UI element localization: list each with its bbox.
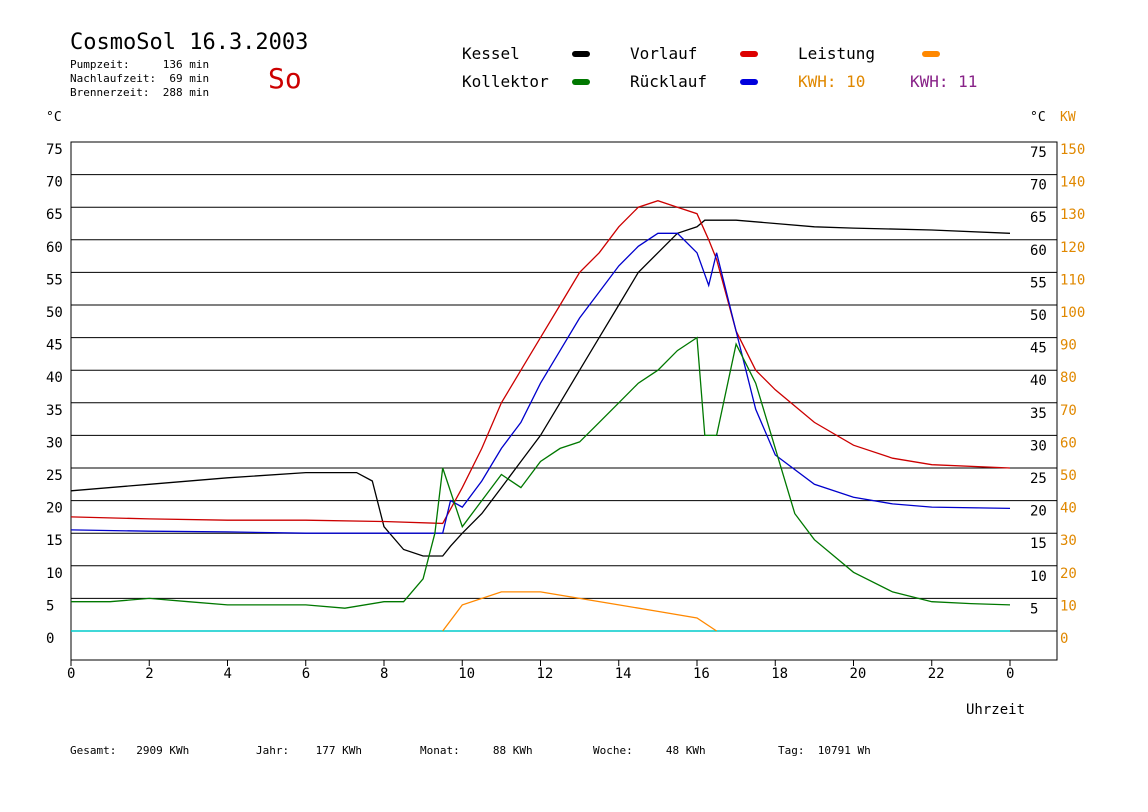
legend-vorlauf-swatch [740, 51, 758, 57]
weekday-label: So [268, 62, 302, 95]
x-axis-label: Uhrzeit [966, 702, 1026, 718]
legend-leistung-swatch [922, 51, 940, 57]
y-tick-label-left: 0 [46, 631, 54, 647]
y-tick-label-right-c: 15 [1030, 536, 1047, 552]
series-line-kessel [70, 219, 1011, 557]
right-axis-unit-kw: KW [1060, 110, 1076, 125]
brennerzeit-text: Brennerzeit: 288 min [70, 86, 210, 99]
legend-ruecklauf: Rücklauf [630, 72, 708, 91]
y-tick-label-right-c: 10 [1030, 569, 1047, 585]
y-tick-label-left: 65 [46, 207, 63, 223]
y-tick-label-right-kw: 0 [1060, 631, 1068, 647]
y-tick-label-right-c: 65 [1030, 210, 1047, 226]
y-tick-label-left: 30 [46, 435, 63, 451]
y-tick-label-left: 20 [46, 501, 63, 517]
y-tick-label-right-c: 35 [1030, 406, 1047, 422]
y-tick-label-right-c: 20 [1030, 504, 1047, 520]
x-tick-label: 12 [537, 666, 554, 682]
footer-monat: Monat: 88 KWh [420, 744, 533, 757]
x-tick-label: 18 [771, 666, 788, 682]
y-tick-label-left: 15 [46, 533, 63, 549]
pumpzeit-text: Pumpzeit: 136 min [70, 58, 210, 71]
y-tick-label-right-kw: 50 [1060, 468, 1077, 484]
y-tick-label-left: 45 [46, 338, 63, 354]
y-tick-label-right-kw: 120 [1060, 240, 1085, 256]
y-tick-label-right-kw: 20 [1060, 566, 1077, 582]
legend-leistung: Leistung [798, 44, 876, 63]
legend-vorlauf: Vorlauf [630, 44, 698, 63]
footer-gesamt: Gesamt: 2909 KWh [70, 744, 190, 757]
footer-jahr: Jahr: 177 KWh [256, 744, 362, 757]
y-tick-label-right-kw: 30 [1060, 533, 1077, 549]
y-tick-label-right-kw: 100 [1060, 305, 1085, 321]
x-tick-label: 4 [224, 666, 232, 682]
series-line-rcklauf [70, 232, 1011, 534]
chart-title: CosmoSol 16.3.2003 [70, 30, 309, 55]
y-tick-label-left: 40 [46, 370, 63, 386]
x-tick-label: 8 [380, 666, 388, 682]
y-tick-label-left: 25 [46, 468, 63, 484]
y-tick-label-right-kw: 60 [1060, 435, 1077, 451]
y-tick-label-right-kw: 150 [1060, 142, 1085, 158]
legend-ruecklauf-swatch [740, 79, 758, 85]
y-tick-label-right-kw: 110 [1060, 272, 1085, 288]
x-tick-label: 10 [458, 666, 475, 682]
y-tick-label-right-c: 30 [1030, 438, 1047, 454]
series-line-kollektor [71, 336, 1011, 609]
x-tick-label: 0 [1006, 666, 1014, 682]
x-tick-label: 16 [693, 666, 710, 682]
nachlaufzeit-text: Nachlaufzeit: 69 min [70, 72, 210, 85]
right-axis-unit-c: °C [1030, 110, 1046, 125]
x-tick-label: 14 [615, 666, 632, 682]
footer-tag: Tag: 10791 Wh [778, 744, 871, 757]
series-line-leistung [442, 591, 717, 632]
y-tick-label-right-kw: 130 [1060, 207, 1085, 223]
x-tick-label: 20 [850, 666, 867, 682]
x-tick-label: 6 [302, 666, 310, 682]
y-tick-label-right-c: 60 [1030, 243, 1047, 259]
y-tick-label-right-c: 25 [1030, 471, 1047, 487]
y-tick-label-left: 55 [46, 272, 63, 288]
y-tick-label-right-c: 75 [1030, 145, 1047, 161]
legend-kessel-swatch [572, 51, 590, 57]
legend-kollektor: Kollektor [462, 72, 549, 91]
y-tick-label-left: 70 [46, 175, 63, 191]
x-tick-label: 22 [928, 666, 945, 682]
plot-frame [70, 141, 1058, 661]
y-tick-label-right-kw: 70 [1060, 403, 1077, 419]
y-tick-label-right-kw: 10 [1060, 598, 1077, 614]
y-tick-label-left: 50 [46, 305, 63, 321]
y-tick-label-left: 10 [46, 566, 63, 582]
y-tick-label-right-c: 45 [1030, 341, 1047, 357]
legend-kessel: Kessel [462, 44, 520, 63]
y-tick-label-left: 5 [46, 598, 54, 614]
y-tick-label-right-kw: 80 [1060, 370, 1077, 386]
left-axis-unit: °C [46, 110, 62, 125]
y-tick-label-right-c: 70 [1030, 178, 1047, 194]
y-tick-label-left: 75 [46, 142, 63, 158]
y-tick-label-right-kw: 90 [1060, 338, 1077, 354]
y-tick-label-right-kw: 140 [1060, 175, 1085, 191]
series-line-vorlauf [70, 200, 1011, 525]
x-tick-label: 0 [67, 666, 75, 682]
y-tick-label-right-c: 50 [1030, 308, 1047, 324]
legend-kollektor-swatch [572, 79, 590, 85]
y-tick-label-right-c: 55 [1030, 275, 1047, 291]
x-tick-label: 2 [145, 666, 153, 682]
y-tick-label-right-c: 5 [1030, 601, 1038, 617]
footer-woche: Woche: 48 KWh [593, 744, 706, 757]
y-tick-label-left: 35 [46, 403, 63, 419]
y-tick-label-left: 60 [46, 240, 63, 256]
legend-kwh-2: KWH: 11 [910, 72, 978, 91]
legend-kwh-1: KWH: 10 [798, 72, 866, 91]
y-tick-label-right-c: 40 [1030, 373, 1047, 389]
y-tick-label-right-kw: 40 [1060, 501, 1077, 517]
